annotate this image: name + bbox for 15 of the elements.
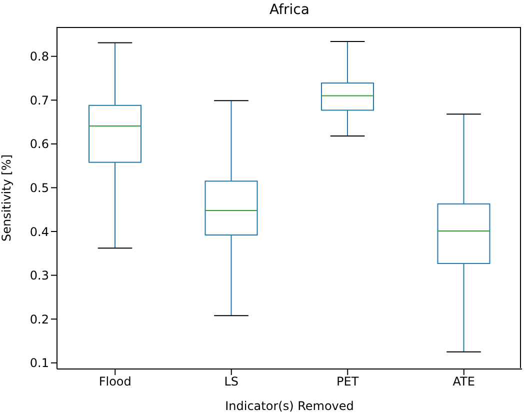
y-tick-label: 0.7	[30, 93, 49, 108]
y-tick-label: 0.2	[30, 312, 49, 326]
x-tick-label: PET	[336, 374, 360, 389]
y-tick-label: 0.8	[30, 50, 49, 64]
y-tick-label: 0.5	[30, 180, 49, 195]
x-tick-label: ATE	[452, 374, 475, 389]
y-tick-label: 0.1	[30, 356, 49, 370]
y-tick-label: 0.6	[30, 137, 49, 152]
y-tick-label: 0.4	[30, 224, 49, 239]
y-tick-label: 0.3	[30, 268, 49, 283]
x-axis-title: Indicator(s) Removed	[225, 399, 354, 413]
chart-title: Africa	[268, 2, 310, 18]
x-tick-label: Flood	[98, 374, 132, 389]
x-tick-label: LS	[224, 374, 239, 389]
y-axis-title: Sensitivity [%]	[0, 154, 14, 242]
